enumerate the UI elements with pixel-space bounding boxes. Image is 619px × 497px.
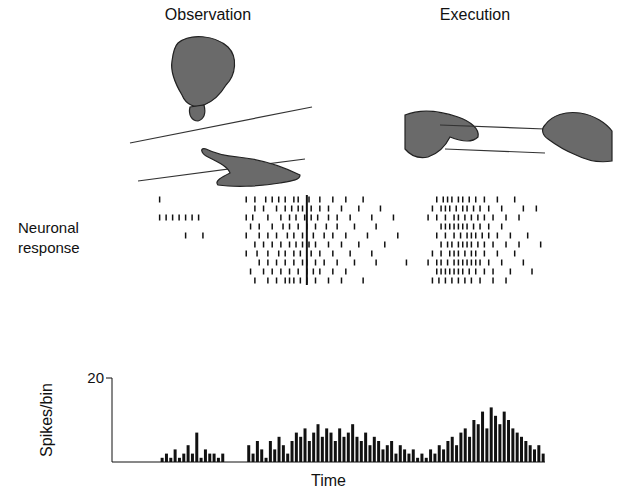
html-text:Observation: Observation [164, 6, 252, 23]
svg-text:Spikes/bin: Spikes/bin [38, 383, 55, 457]
svg-text:Time: Time [311, 472, 346, 489]
html-text:Execution: Execution [439, 6, 511, 23]
html-text:Neuronal response: Neuronal response [18, 219, 80, 256]
svg-text:20: 20 [87, 369, 104, 386]
